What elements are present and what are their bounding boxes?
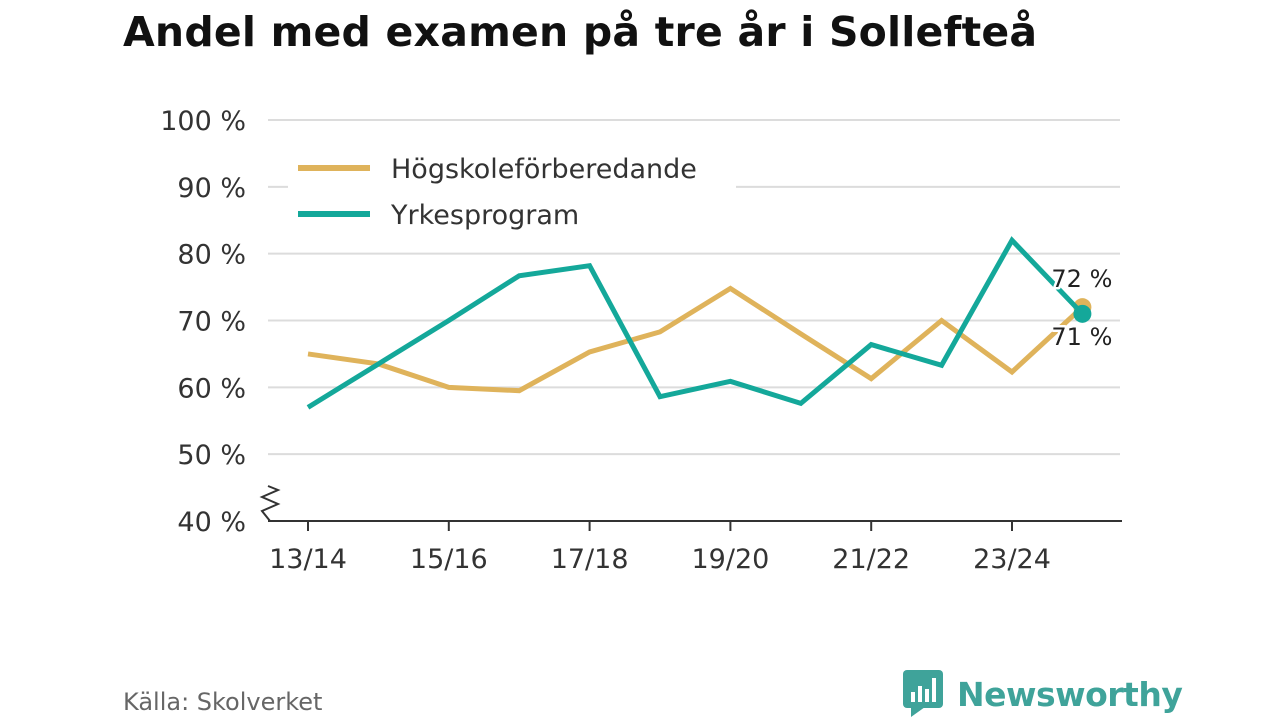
x-axis-ticks: 13/14 15/16 17/18 19/20 21/22 23/24 (269, 521, 1051, 575)
legend-label: Högskoleförberedande (391, 154, 697, 185)
axis-break (259, 485, 281, 522)
x-tick-label: 21/22 (832, 544, 910, 575)
legend: Högskoleförberedande Yrkesprogram (288, 142, 736, 238)
y-axis-ticks: 40 % 50 % 60 % 70 % 80 % 90 % 100 % (160, 106, 246, 538)
y-tick-label: 40 % (177, 507, 246, 538)
series-line (307, 285, 1085, 394)
series-lines (306, 236, 1092, 410)
end-value-label: 72 % (1051, 265, 1112, 293)
x-tick-label: 15/16 (410, 544, 488, 575)
source-note: Källa: Skolverket (123, 688, 323, 716)
end-value-label: 71 % (1051, 323, 1112, 351)
legend-box (288, 142, 736, 238)
x-tick-label: 19/20 (691, 544, 769, 575)
y-tick-label: 100 % (160, 106, 246, 137)
chart-title: Andel med examen på tre år i Sollefteå (123, 8, 1038, 56)
y-tick-label: 70 % (177, 307, 246, 338)
x-tick-label: 13/14 (269, 544, 347, 575)
y-tick-label: 60 % (177, 373, 246, 404)
brand-logo[interactable]: Newsworthy (903, 670, 1183, 718)
y-tick-label: 50 % (177, 440, 246, 471)
x-tick-label: 23/24 (973, 544, 1051, 575)
y-tick-label: 80 % (177, 240, 246, 271)
brand-name: Newsworthy (957, 674, 1183, 714)
series-line (306, 236, 1085, 410)
x-tick-label: 17/18 (551, 544, 629, 575)
legend-label: Yrkesprogram (390, 200, 579, 231)
x-axis (259, 485, 1122, 522)
y-tick-label: 90 % (177, 173, 246, 204)
series-end-marker (1073, 304, 1092, 323)
end-labels: 72 % 71 % (1049, 263, 1115, 354)
newsworthy-logo-icon (903, 670, 943, 717)
